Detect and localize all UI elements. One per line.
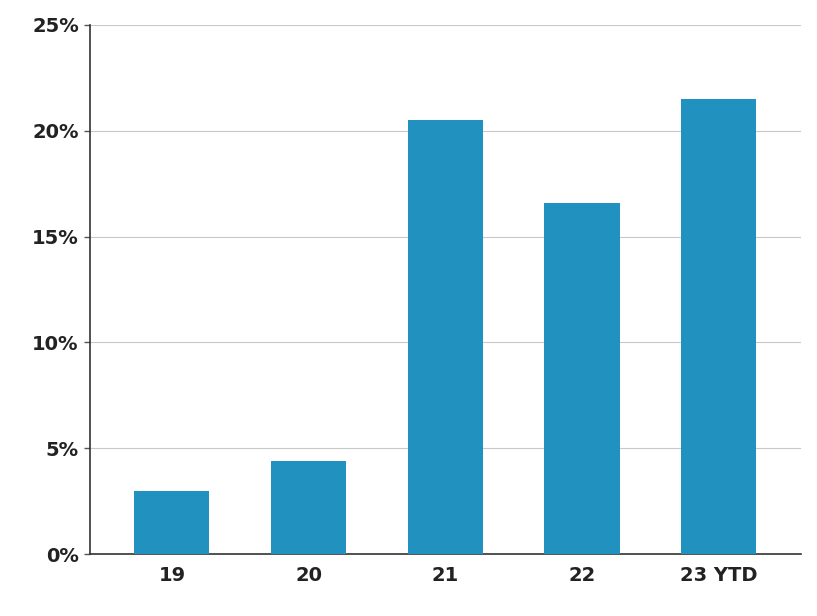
Bar: [134, 491, 209, 554]
Bar: [408, 120, 483, 554]
Bar: [544, 203, 619, 554]
Bar: [681, 99, 757, 554]
Bar: [271, 461, 346, 554]
